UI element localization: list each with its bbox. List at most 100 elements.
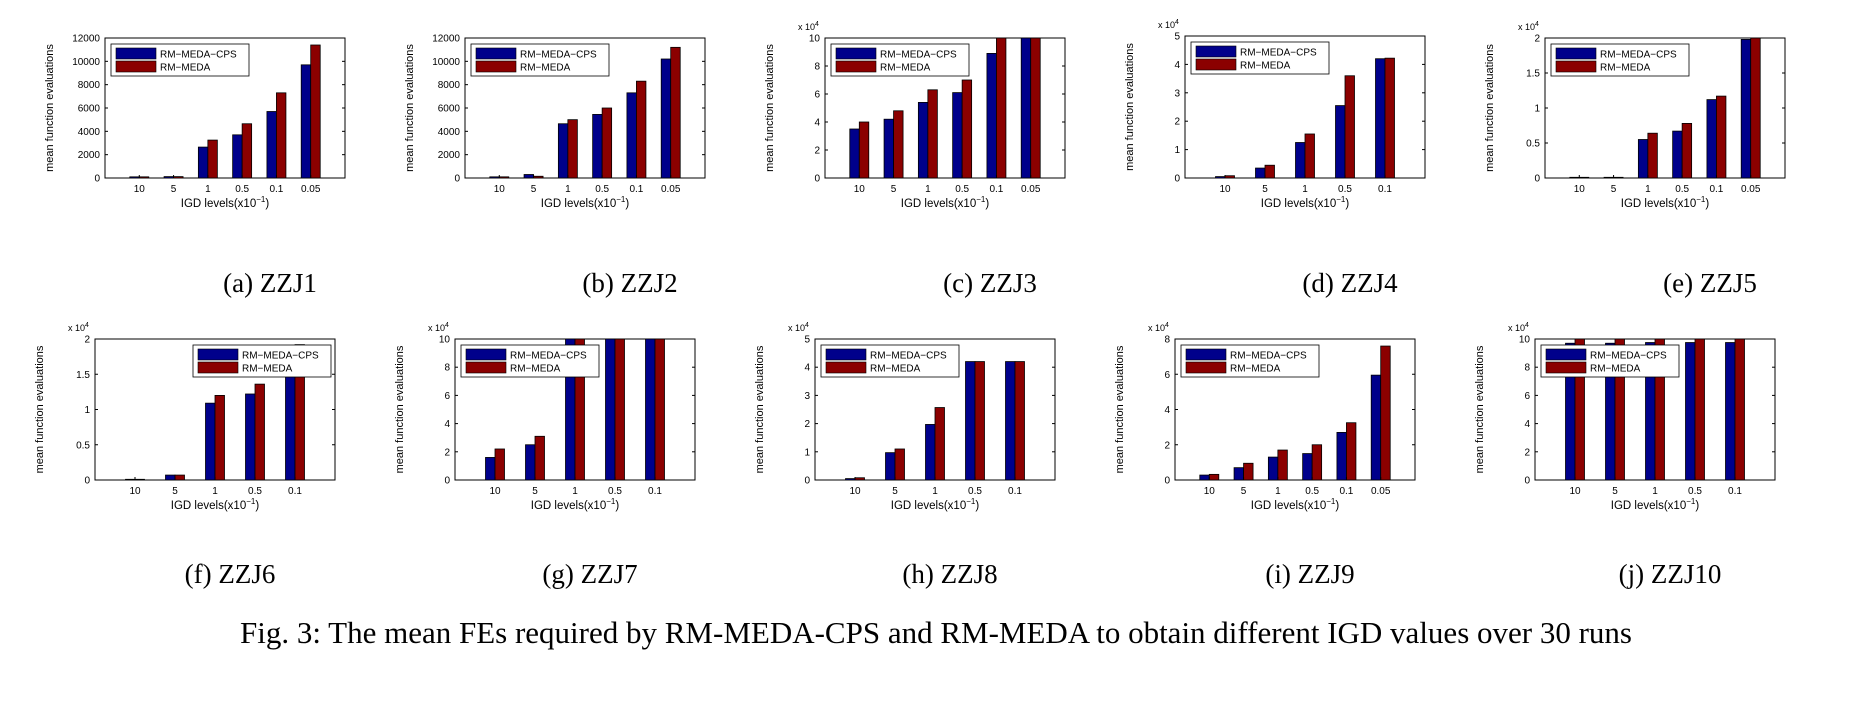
x-tick-label: 0.5 — [1338, 184, 1352, 195]
legend: RM−MEDA−CPS RM−MEDA — [470, 43, 610, 77]
legend: RM−MEDA−CPS RM−MEDA — [1190, 41, 1330, 75]
bar-rm-meda-cps — [1233, 467, 1244, 481]
legend-swatch-rm-meda — [1185, 361, 1227, 374]
legend-label: RM−MEDA — [242, 364, 293, 375]
x-tick-label: 0.1 — [269, 184, 283, 195]
bar-rm-meda-cps — [125, 478, 136, 481]
bar-rm-meda — [1243, 462, 1254, 481]
x-tick-label: 5 — [172, 486, 178, 497]
x-tick-label: 10 — [134, 184, 146, 195]
chart-zzj3: 0 2 4 6 8 10 x 104 10 5 1 0.5 0.1 0.05 IGD levels(x10… — [720, 0, 1094, 268]
y-tick-label: 2000 — [78, 150, 101, 161]
legend-swatch-rm-meda-cps — [835, 47, 877, 60]
bar-rm-meda-cps — [266, 111, 277, 179]
x-axis-label-text: IGD levels(x10 — [1611, 500, 1686, 512]
y-axis-label: mean function evaluations — [1484, 44, 1496, 172]
bar-rm-meda — [670, 46, 681, 179]
legend-label: RM−MEDA — [1240, 61, 1291, 72]
bar-rm-meda-cps — [883, 118, 894, 179]
y-tick-label: 2 — [1534, 34, 1540, 45]
x-tick-label: 0.5 — [955, 184, 969, 195]
legend-label: RM−MEDA — [160, 63, 211, 74]
x-axis-label-exponent: −1 — [976, 195, 986, 204]
y-tick-label: 1 — [804, 447, 810, 458]
bar-rm-meda-cps — [163, 176, 174, 179]
y-tick-label: 10000 — [432, 57, 460, 68]
y-tick-label: 3 — [804, 391, 810, 402]
legend-swatch-rm-meda — [825, 361, 867, 374]
bar-rm-meda — [1716, 95, 1727, 179]
x-axis-label-suffix: ) — [625, 198, 629, 210]
legend-swatch-rm-meda-cps — [475, 47, 517, 60]
y-tick-label: 0 — [1164, 476, 1170, 487]
bar-rm-meda — [858, 121, 870, 179]
y-axis-label: mean function evaluations — [1124, 43, 1136, 171]
y-tick-label: 6 — [444, 391, 450, 402]
y-tick-label: 0 — [454, 174, 460, 185]
legend-swatch-rm-meda-cps — [1555, 47, 1597, 60]
legend-swatch-rm-meda-cps — [1195, 45, 1237, 58]
x-tick-label: 5 — [1241, 486, 1247, 497]
y-tick-label: 2 — [804, 419, 810, 430]
x-tick-label: 5 — [171, 184, 177, 195]
x-tick-label: 0.5 — [235, 184, 249, 195]
chart-zzj8: 0 1 2 3 4 5 x 104 10 5 1 0.5 0.1 IGD levels(x10−1) me… — [720, 312, 1094, 554]
bar-rm-meda — [534, 435, 545, 481]
x-tick-label: 1 — [1652, 486, 1658, 497]
y-tick-label: 0 — [804, 476, 810, 487]
legend-label: RM−MEDA−CPS — [1230, 351, 1307, 362]
bar-rm-meda — [1647, 132, 1658, 179]
bar-rm-meda — [1264, 164, 1275, 179]
legend-label: RM−MEDA — [880, 63, 931, 74]
y-tick-label: 1.5 — [1526, 69, 1540, 80]
x-axis-label: IGD levels(x10−1) — [891, 497, 980, 512]
legend-label: RM−MEDA — [1230, 364, 1281, 375]
x-tick-label: 0.05 — [1021, 184, 1041, 195]
bar-rm-meda-cps — [1740, 39, 1752, 179]
bar-rm-meda-cps — [1375, 58, 1386, 179]
x-tick-label: 10 — [494, 184, 506, 195]
x-tick-label: 0.1 — [989, 184, 1003, 195]
bar-rm-meda-cps — [925, 424, 936, 481]
x-axis-label-text: IGD levels(x10 — [1621, 198, 1696, 210]
x-tick-label: 10 — [1574, 184, 1586, 195]
legend-label: RM−MEDA−CPS — [242, 351, 319, 362]
bar-rm-meda-cps — [557, 123, 569, 179]
legend: RM−MEDA−CPS RM−MEDA — [1540, 344, 1680, 378]
y-tick-label: 0 — [94, 174, 100, 185]
y-tick-label: 0 — [1524, 476, 1530, 487]
x-tick-label: 1 — [1302, 184, 1308, 195]
legend-swatch-rm-meda — [115, 60, 157, 73]
x-axis-label-text: IGD levels(x10 — [1261, 198, 1336, 210]
y-tick-label: 12000 — [72, 34, 100, 45]
y-tick-label: 4 — [804, 363, 810, 374]
bar-rm-meda — [241, 123, 253, 179]
bar-rm-meda-cps — [917, 102, 929, 179]
legend-label: RM−MEDA−CPS — [1590, 351, 1667, 362]
x-tick-label: 0.1 — [648, 486, 662, 497]
x-tick-label: 1 — [205, 184, 211, 195]
x-axis-label-text: IGD levels(x10 — [181, 198, 256, 210]
bar-rm-meda-cps — [660, 58, 672, 179]
bar-rm-meda-cps — [1005, 361, 1016, 481]
bar-rm-meda — [1384, 57, 1395, 179]
x-tick-label: 10 — [1219, 184, 1231, 195]
y-tick-label: 1 — [1534, 104, 1540, 115]
legend-label: RM−MEDA — [520, 63, 571, 74]
bar-rm-meda — [207, 139, 218, 179]
x-tick-label: 1 — [565, 184, 571, 195]
bar-rm-meda-cps — [1336, 432, 1347, 481]
x-axis-label-suffix: ) — [255, 500, 259, 512]
x-axis-label-exponent: −1 — [616, 195, 626, 204]
y-tick-label: 2000 — [438, 150, 461, 161]
bar-rm-meda — [494, 448, 505, 481]
y-axis-label: mean function evaluations — [764, 44, 776, 172]
y-tick-label: 6000 — [438, 104, 461, 115]
y-axis-label: mean function evaluations — [754, 345, 766, 473]
bar-rm-meda — [1304, 133, 1315, 179]
bar-rm-meda-cps — [165, 474, 176, 481]
bar-rm-meda-cps — [845, 478, 856, 481]
legend-swatch-rm-meda — [475, 60, 517, 73]
y-tick-label: 4000 — [438, 127, 461, 138]
x-axis-label-exponent: −1 — [1326, 497, 1336, 506]
